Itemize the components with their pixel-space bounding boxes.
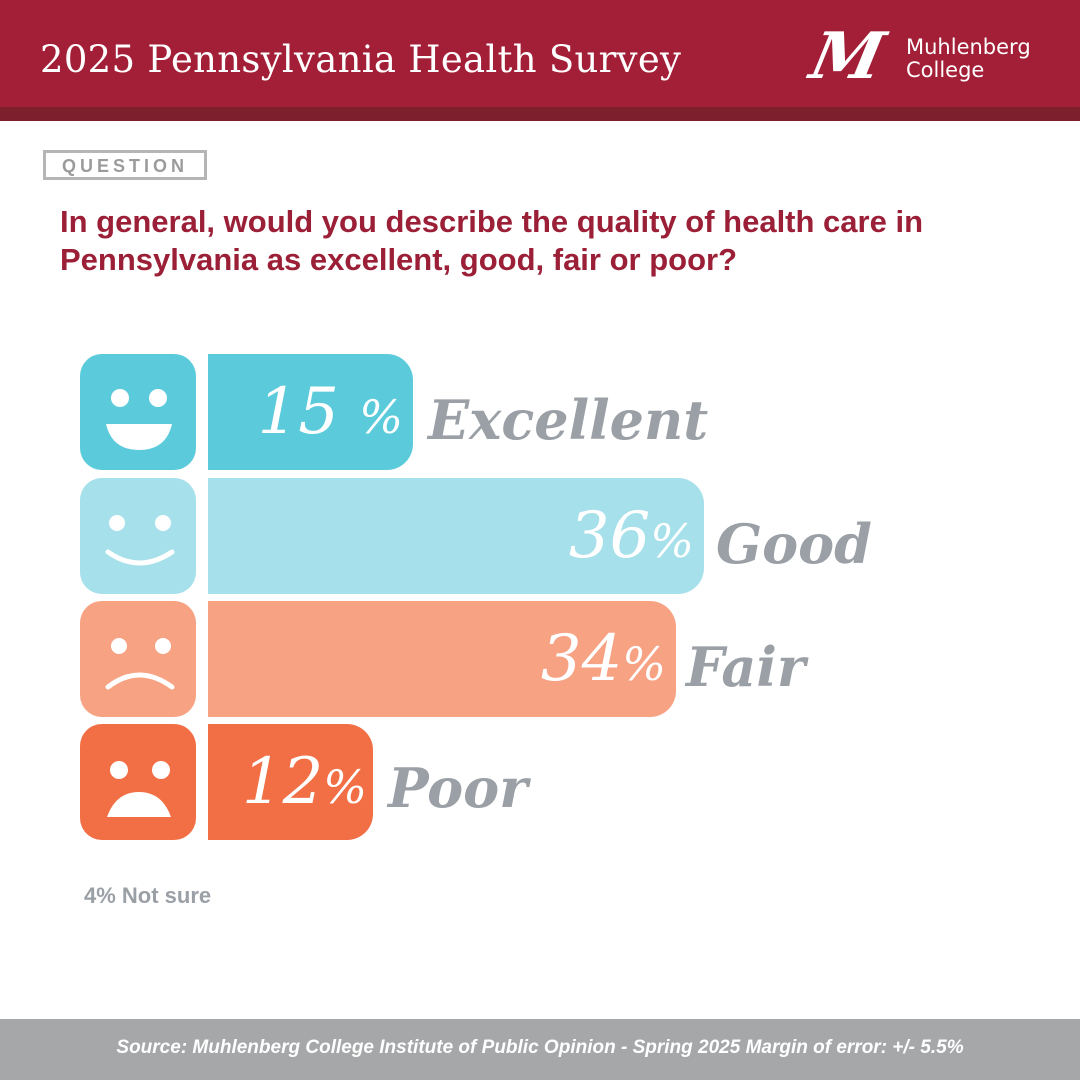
value-label: 12% <box>241 745 367 819</box>
question-badge: QUESTION <box>43 150 207 180</box>
bar-excellent: 15 % <box>208 354 413 470</box>
muhlenberg-logo: M Muhlenberg College <box>804 19 1052 94</box>
question-text: In general, would you describe the quali… <box>60 204 924 277</box>
source-text: Source: Muhlenberg College Institute of … <box>116 1037 964 1058</box>
logo-line-1: Muhlenberg <box>906 35 1031 59</box>
big-smile-face-icon <box>80 354 196 470</box>
sad-face-icon <box>80 724 196 840</box>
header-divider <box>0 107 1080 121</box>
category-label: Good <box>716 512 872 576</box>
smile-face-icon <box>80 478 196 594</box>
header-bar <box>0 0 1080 107</box>
bar-good: 36% <box>208 478 704 594</box>
logo-wordmark: Muhlenberg College <box>906 36 1031 82</box>
value-label: 15 % <box>257 375 404 449</box>
category-label: Excellent <box>428 388 709 452</box>
logo-line-2: College <box>906 58 985 82</box>
category-label: Fair <box>686 635 806 699</box>
footer-bar: Source: Muhlenberg College Institute of … <box>0 1019 1080 1080</box>
not-sure-note: 4% Not sure <box>84 883 212 908</box>
value-label: 34% <box>540 622 666 696</box>
bar-fair: 34% <box>208 601 676 717</box>
category-label: Poor <box>388 756 528 820</box>
bar-poor: 12% <box>208 724 373 840</box>
value-label: 36% <box>568 499 694 573</box>
frown-face-icon <box>80 601 196 717</box>
logo-m-icon: M <box>804 19 891 94</box>
page-title: 2025 Pennsylvania Health Survey <box>40 38 682 81</box>
